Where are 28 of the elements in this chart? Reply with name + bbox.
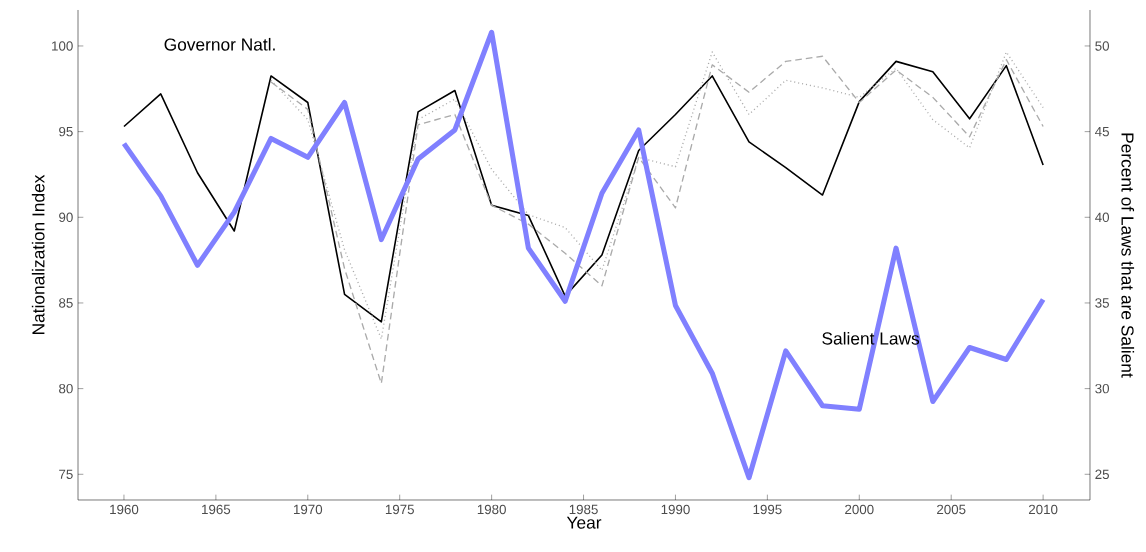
y-tick-label: 85 — [59, 298, 73, 308]
y2-tick-label: 30 — [1095, 383, 1110, 394]
x-tick-label: 2010 — [1028, 504, 1058, 515]
x-axis-title: Year — [566, 516, 602, 529]
y2-axis-title: Percent of Laws that are Salient — [1121, 133, 1135, 378]
x-tick-label: 1965 — [202, 504, 231, 515]
x-tick-label: 1980 — [477, 504, 506, 515]
y-tick-label: 95 — [59, 126, 73, 137]
x-tick-label: 2000 — [845, 504, 874, 515]
y-tick-label: 75 — [59, 469, 73, 479]
y2-tick-label: 50 — [1095, 41, 1110, 51]
y-axis-title: Nationalization Index — [31, 174, 45, 335]
x-tick-label: 2005 — [937, 504, 966, 515]
x-tick-label: 1970 — [293, 504, 323, 515]
y-tick-label: 100 — [52, 41, 73, 51]
y2-tick-label: 40 — [1095, 212, 1110, 223]
x-tick-label: 1960 — [110, 504, 139, 515]
y-tick-label: 90 — [59, 212, 73, 223]
y2-tick-label: 45 — [1095, 126, 1109, 137]
y-tick-label: 80 — [59, 383, 73, 394]
series-label: Governor Natl. — [164, 37, 275, 51]
series-label: Salient Laws — [822, 331, 920, 345]
x-tick-label: 1975 — [385, 504, 414, 515]
y2-tick-label: 35 — [1095, 298, 1109, 308]
x-tick-label: 1985 — [569, 504, 598, 515]
y2-tick-label: 25 — [1095, 469, 1109, 479]
x-tick-label: 1990 — [661, 504, 690, 515]
x-tick-label: 1995 — [753, 504, 782, 515]
